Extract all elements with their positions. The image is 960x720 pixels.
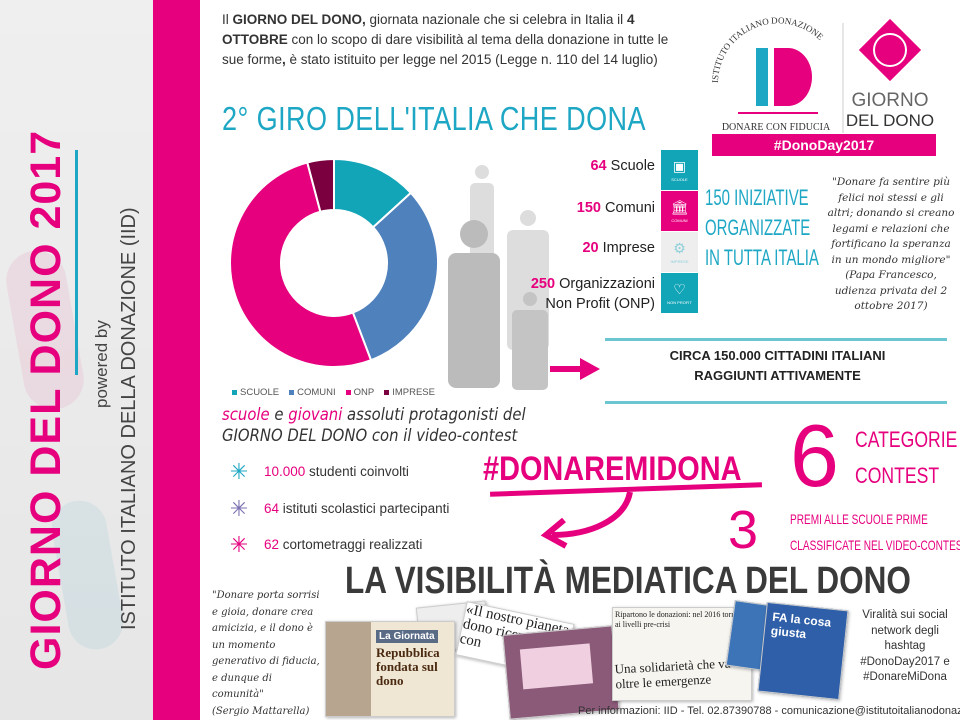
- tv-screenshot: FA la cosa giusta: [757, 601, 849, 701]
- stat-scuole: 64 Scuole: [590, 158, 655, 174]
- legend-item: ONP: [345, 387, 375, 398]
- gears-icon: ⚙ IMPRESE: [661, 232, 698, 272]
- organization-name: ISTITUTO ITALIANO DELLA DONAZIONE (IID): [118, 207, 140, 630]
- clip-label: La Giornata: [376, 630, 438, 643]
- contest-intro: scuole e giovani assoluti protagonisti d…: [222, 405, 526, 445]
- hashtag-title: #DONAREMIDONA: [483, 450, 742, 488]
- legend-label: SCUOLE: [240, 387, 280, 398]
- media-title: LA VISIBILITÀ MEDIATICA DEL DONO: [345, 560, 911, 602]
- stat-imprese: 20 Imprese: [582, 240, 655, 256]
- categorie-label: CATEGORIE CONTEST: [855, 427, 958, 488]
- legend-item: SCUOLE: [232, 387, 279, 398]
- asterisk-icon: ✳: [229, 532, 249, 557]
- asterisk-icon: ✳: [229, 496, 249, 521]
- curved-arrow-icon: [540, 491, 633, 549]
- book-icon: ▣ SCUOLE: [661, 150, 698, 190]
- building-icon: 🏛 COMUNI: [661, 191, 698, 231]
- papa-quote: "Donare fa sentire più felici noi stessi…: [827, 176, 955, 312]
- iniziative-text: 150 INIZIATIVE ORGANIZZATE IN TUTTA ITALIA: [705, 185, 819, 270]
- premi-label: PREMI ALLE SCUOLE PRIME CLASSIFICATE NEL …: [790, 511, 960, 553]
- arrow-right-icon: [550, 358, 600, 380]
- divider: [75, 150, 78, 375]
- footer-contact: Per informazioni: IID - Tel. 02.87390788…: [578, 705, 960, 717]
- bullet-item: ✳ 62 cortometraggi realizzati: [229, 532, 423, 557]
- legend-item: COMUNI: [289, 387, 336, 398]
- heart-icon: ♡ NON PROFIT: [661, 273, 698, 313]
- donut-slice-onp: [229, 161, 373, 368]
- svg-text:GIORNO: GIORNO: [851, 90, 928, 111]
- mattarella-quote: "Donare porta sorrisi e gioia, donare cr…: [212, 590, 320, 717]
- legend-label: ONP: [353, 387, 375, 398]
- divider: [605, 401, 947, 404]
- legend-swatch: [289, 389, 295, 395]
- premi-number: 3: [728, 500, 759, 560]
- clip-headline: Ripartono le donazioni: nel 2016 tornate…: [615, 610, 745, 629]
- bullet-item: ✳ 64 istituti scolastici partecipanti: [229, 496, 450, 521]
- legend-label: COMUNI: [297, 387, 336, 398]
- section-title: 2° GIRO DELL'ITALIA CHE DONA: [222, 100, 646, 137]
- citizens-reached: CIRCA 150.000 CITTADINI ITALIANI RAGGIUNT…: [669, 348, 886, 383]
- donut-chart: [229, 157, 439, 368]
- svg-text:DONARE CON FIDUCIA: DONARE CON FIDUCIA: [722, 122, 831, 133]
- chart-legend: SCUOLE COMUNI ONP IMPRESE: [232, 387, 435, 398]
- viral-text: Viralità sui social network degli hashta…: [860, 609, 950, 683]
- intro-paragraph: Il GIORNO DEL DONO, giornata nazionale c…: [222, 12, 669, 67]
- divider: [605, 338, 947, 341]
- svg-text:#DonoDay2017: #DonoDay2017: [774, 137, 875, 153]
- clip-headline: Repubblica fondata sul dono: [376, 645, 440, 688]
- stat-onp: 250 Organizzazioni Non Profit (ONP): [530, 276, 655, 312]
- logo: ISTITUTO ITALIANO DONAZIONE DONARE CON F…: [708, 8, 946, 156]
- logo-graphic: ISTITUTO ITALIANO DONAZIONE DONARE CON F…: [710, 15, 936, 156]
- legend-item: IMPRESE: [384, 387, 435, 398]
- press-clipping: La Giornata Repubblica fondata sul dono: [325, 621, 455, 717]
- bullet-item: ✳ 10.000 studenti coinvolti: [229, 459, 409, 484]
- powered-by: powered by: [92, 320, 111, 408]
- legend-swatch: [232, 389, 237, 395]
- legend-swatch: [384, 389, 390, 395]
- categorie-number: 6: [790, 406, 839, 505]
- svg-text:DEL DONO: DEL DONO: [846, 111, 934, 130]
- pink-bar: [153, 0, 200, 720]
- donut-slice-imprese: [306, 157, 335, 213]
- sidebar-title: GIORNO DEL DONO 2017: [22, 129, 70, 670]
- stat-comuni: 150 Comuni: [576, 200, 655, 216]
- donut-slice-comuni: [351, 191, 439, 362]
- asterisk-icon: ✳: [229, 459, 249, 484]
- legend-label: IMPRESE: [392, 387, 435, 398]
- legend-swatch: [345, 389, 351, 395]
